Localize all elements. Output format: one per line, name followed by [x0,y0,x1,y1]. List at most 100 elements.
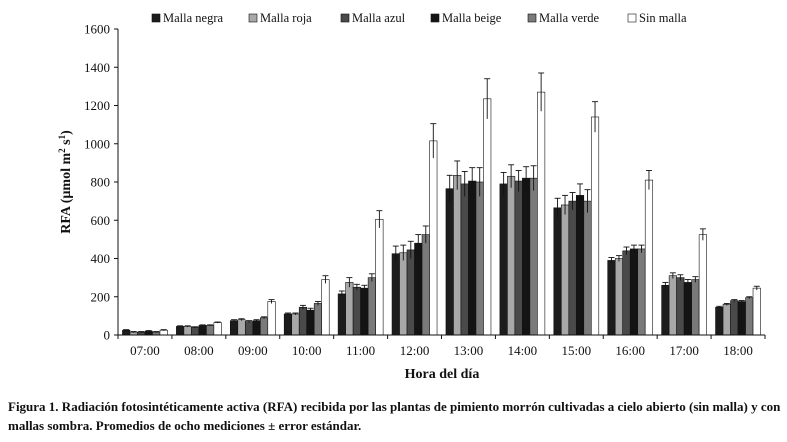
bar [445,188,454,336]
bar [722,304,731,336]
legend-label: Sin malla [639,11,687,25]
bar [421,234,430,336]
y-tick-label: 800 [91,175,111,190]
bar [267,301,276,336]
bar [206,325,215,336]
y-tick-label: 0 [104,328,111,343]
bar [691,279,700,336]
bar [698,234,707,336]
bar [499,183,508,336]
bar [291,313,300,336]
bar [745,297,754,336]
bar [668,275,677,336]
x-tick-label: 13:00 [454,343,484,358]
legend-swatch [430,13,440,23]
bar [391,253,400,336]
bar [213,322,222,336]
bar [453,175,462,336]
bar [283,313,293,336]
bar [622,250,631,336]
legend-label: Malla roja [260,11,312,25]
legend-label: Malla beige [442,11,502,25]
bar [183,326,192,336]
y-axis-title: RFA (µmol m2 s1) [57,130,74,234]
legend-swatch [248,13,258,23]
bar [590,116,600,336]
bar [475,181,484,336]
legend-label: Malla azul [352,11,406,25]
figure-caption: Figura 1. Radiación fotosintéticamente a… [8,399,781,433]
x-tick-label: 14:00 [508,343,538,358]
x-tick-label: 17:00 [669,343,699,358]
bar [122,329,131,336]
bar [661,284,670,336]
x-tick-label: 16:00 [615,343,645,358]
x-tick-label: 11:00 [346,343,375,358]
bar [159,329,168,336]
y-tick-label: 400 [91,251,111,266]
y-tick-label: 1200 [84,98,110,113]
bar [560,204,570,336]
x-tick-label: 10:00 [292,343,322,358]
bar [352,286,361,336]
bar [514,180,523,336]
legend-label: Malla negra [163,11,223,25]
bar [345,282,354,336]
bar [414,242,423,336]
bar [522,177,531,336]
bar [313,303,323,336]
x-tick-label: 09:00 [238,343,268,358]
legend: Malla negra Malla roja Malla azul Malla bei… [151,11,687,25]
bar [507,175,516,336]
bar [321,279,330,336]
bar [198,325,207,336]
bar [730,300,739,336]
bar [229,320,239,336]
y-tick-label: 1400 [84,60,110,75]
bar [360,287,369,336]
bar [637,248,646,336]
bar [259,317,269,336]
bar [252,320,261,336]
bar [629,248,639,336]
bar [644,179,654,336]
legend-swatch [340,13,350,23]
bar [614,258,624,336]
bar [529,177,538,336]
legend-label: Malla verde [539,11,599,25]
bar [191,327,200,336]
bar [176,326,185,336]
bar [375,218,384,336]
legend-swatch [527,13,537,23]
bar [429,140,438,336]
y-tick-label: 1600 [84,22,110,37]
y-tick-label: 1000 [84,136,110,151]
bar [568,200,577,336]
bar [483,98,492,336]
bar [468,180,477,336]
x-tick-label: 18:00 [723,343,753,358]
x-tick-label: 07:00 [130,343,160,358]
bar [337,293,346,336]
bar [244,321,254,336]
bar [683,282,692,336]
bar [676,277,685,336]
bar [399,252,408,336]
x-tick-label: 08:00 [184,343,214,358]
bar [537,91,546,336]
bar [406,249,415,336]
bar [553,207,562,336]
y-tick-label: 600 [91,213,111,228]
x-tick-label: 15:00 [561,343,591,358]
bar [298,306,308,336]
legend-swatch [151,13,161,23]
bar [460,183,469,336]
bar [575,195,585,336]
x-tick-label: 12:00 [400,343,430,358]
bar [607,260,616,336]
bar [583,200,592,336]
y-tick-label: 200 [91,289,111,304]
bar [237,319,246,336]
bar [367,277,376,336]
bar [737,301,746,336]
